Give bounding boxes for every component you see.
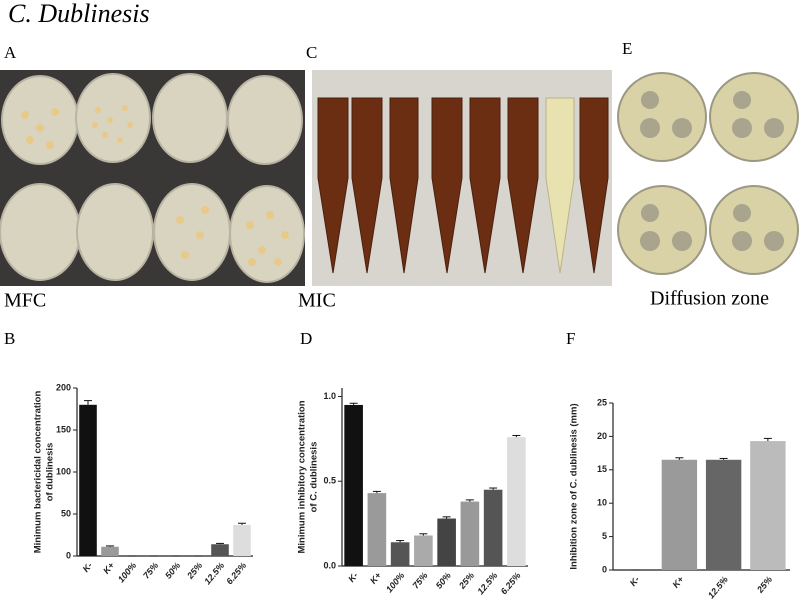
- panel-letter: A: [4, 43, 17, 62]
- bar: [79, 404, 97, 556]
- x-tick-label: K-: [628, 574, 642, 588]
- bar: [367, 493, 387, 566]
- bar: [101, 546, 119, 556]
- photo-mic: [312, 70, 612, 286]
- x-tick-label: 75%: [410, 570, 429, 590]
- x-tick-label: 25%: [754, 574, 774, 595]
- y-tick-label: 10: [597, 498, 607, 508]
- panel-caption: Diffusion zone: [650, 288, 769, 310]
- y-tick-label: 25: [597, 397, 607, 407]
- y-tick-label: 0.5: [323, 476, 336, 486]
- y-axis-label: of C. dublinesis: [309, 442, 320, 513]
- panel-letter: C: [306, 43, 317, 62]
- bar: [661, 459, 698, 570]
- panel-letter: B: [4, 329, 15, 348]
- y-tick-label: 0: [602, 564, 607, 574]
- y-tick-label: 15: [597, 464, 607, 474]
- bar: [414, 535, 433, 566]
- y-tick-label: 0: [66, 550, 71, 560]
- y-tick-label: 50: [61, 508, 71, 518]
- y-tick-label: 0.0: [323, 560, 336, 570]
- x-tick-label: K+: [368, 570, 384, 586]
- bar: [233, 524, 251, 556]
- bar: [705, 459, 742, 570]
- bar: [750, 441, 786, 570]
- y-tick-label: 20: [597, 431, 607, 441]
- y-axis-label: Minimum bactericidal concentration: [33, 391, 44, 554]
- photo-mfc: [0, 70, 305, 286]
- x-tick-label: K-: [81, 560, 95, 574]
- y-tick-label: 1.0: [323, 391, 336, 401]
- x-tick-label: K-: [346, 570, 360, 584]
- bar: [483, 489, 503, 566]
- bar: [390, 542, 410, 566]
- x-tick-label: 50%: [163, 560, 182, 580]
- panel-caption: MIC: [298, 290, 336, 312]
- y-tick-label: 200: [56, 382, 71, 392]
- bar: [460, 501, 480, 566]
- bar: [211, 544, 229, 556]
- x-tick-label: 12.5%: [202, 560, 226, 586]
- x-tick-label: K+: [101, 560, 117, 576]
- bar: [344, 404, 363, 566]
- x-tick-label: 50%: [434, 570, 453, 590]
- y-axis-label: of dublinesis: [45, 443, 56, 502]
- figure-title: C. Dublinesis: [8, 0, 150, 28]
- panel-letter: E: [622, 39, 632, 58]
- x-tick-label: 6.25%: [224, 560, 248, 586]
- bar: [507, 437, 526, 566]
- bar: [437, 518, 456, 566]
- panel-letter: F: [566, 329, 575, 348]
- y-tick-label: 100: [56, 466, 71, 476]
- x-tick-label: K+: [671, 574, 687, 590]
- panel-letter: D: [300, 329, 312, 348]
- y-axis-label: Inhibition zone of C. dublinesis (mm): [569, 403, 580, 569]
- photo-diffusion: [617, 60, 800, 286]
- x-tick-label: 75%: [141, 560, 160, 580]
- x-tick-label: 100%: [384, 570, 406, 594]
- x-tick-label: 12.5%: [475, 570, 499, 596]
- x-tick-label: 12.5%: [706, 574, 730, 600]
- y-tick-label: 5: [602, 531, 607, 541]
- y-tick-label: 150: [56, 424, 71, 434]
- panel-caption: MFC: [4, 290, 46, 312]
- y-axis-label: Minimum inhibitory concentration: [297, 400, 308, 553]
- x-tick-label: 25%: [184, 560, 204, 581]
- x-tick-label: 100%: [116, 560, 138, 584]
- x-tick-label: 6.25%: [499, 570, 523, 596]
- x-tick-label: 25%: [456, 570, 476, 591]
